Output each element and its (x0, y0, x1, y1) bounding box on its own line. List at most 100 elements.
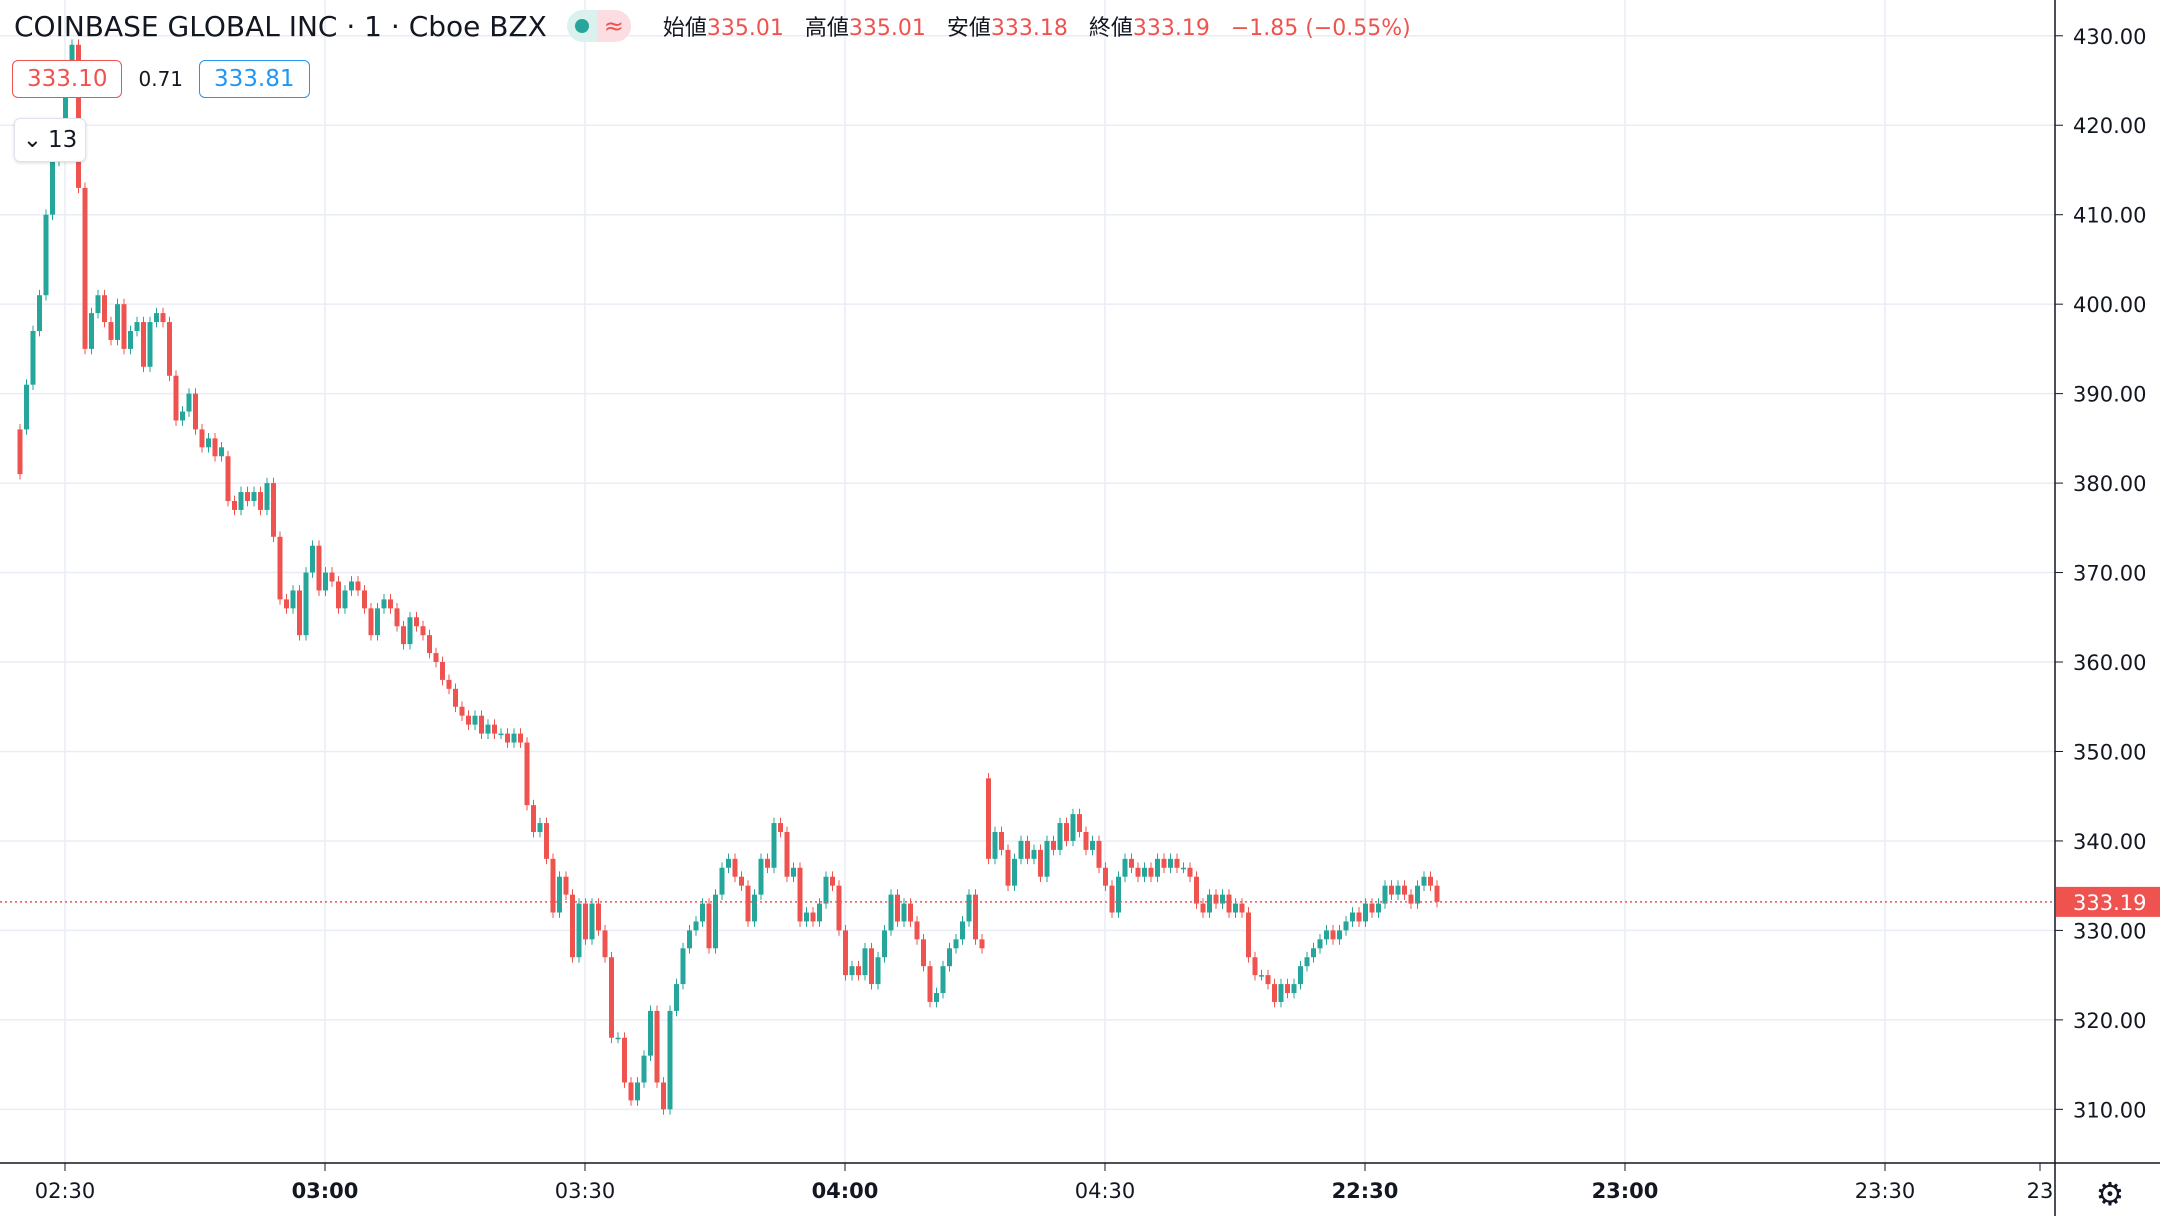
candle-body (1369, 903, 1375, 913)
candle-body (1226, 894, 1232, 913)
price-tick-label: 390.00 (2073, 383, 2146, 407)
last-price-label: 333.19 (2073, 891, 2146, 915)
candle-body (739, 876, 744, 886)
candle-body (89, 313, 94, 349)
candle-body (1109, 885, 1115, 913)
candle-body (310, 545, 315, 573)
candle-body (531, 805, 536, 832)
candle-body (1005, 849, 1011, 886)
indicator-count: 13 (48, 127, 78, 153)
candle-body (1285, 984, 1290, 994)
candle-body (661, 1082, 666, 1110)
candle-body (934, 993, 939, 1002)
candle-body (1103, 867, 1108, 886)
candle-body (1259, 975, 1264, 977)
candle-body (1012, 858, 1017, 886)
change-value: −1.85 (−0.55%) (1230, 16, 1411, 41)
candle-body (1402, 885, 1407, 895)
candle-body (303, 572, 309, 636)
candle-body (1096, 840, 1102, 868)
collapse-indicators-button[interactable]: ⌄ 13 (14, 118, 86, 162)
high-value: 335.01 (848, 16, 926, 41)
candle-body (427, 635, 432, 654)
candle-body (570, 894, 575, 958)
candle-body (147, 322, 153, 367)
legend-header: COINBASE GLOBAL INC · 1 · Cboe BZX ≈ 始値3… (14, 6, 1425, 46)
spread-value: 0.71 (138, 67, 184, 91)
candle-body (1363, 903, 1368, 922)
sell-button[interactable]: 333.10 (12, 60, 123, 98)
candle-body (713, 894, 718, 949)
candle-body (947, 948, 952, 967)
low-label: 安値 (946, 16, 991, 41)
candle-body (108, 322, 114, 340)
time-tick-label: 23:30 (1855, 1179, 1916, 1203)
candle-body (544, 823, 549, 859)
time-tick-label: 04:30 (1075, 1179, 1136, 1203)
candle-body (680, 948, 686, 985)
low-value: 333.18 (990, 16, 1068, 41)
chevron-down-icon: ⌄ (22, 127, 42, 153)
candle-body (648, 1010, 653, 1056)
candle-body (973, 894, 978, 940)
candle-body (349, 581, 354, 591)
close-value: 333.19 (1132, 16, 1210, 41)
candle-body (485, 724, 491, 734)
candle-body (180, 411, 185, 421)
status-pill[interactable]: ≈ (566, 10, 631, 42)
candle-body (238, 492, 244, 510)
candle-body (1395, 885, 1401, 895)
candle-body (154, 313, 159, 323)
candle-body (596, 903, 601, 931)
candle-body (524, 742, 530, 806)
candle-body (654, 1010, 660, 1083)
candle-body (24, 384, 29, 430)
candle-body (1083, 831, 1089, 850)
candle-body (1428, 876, 1433, 886)
candle-body (329, 572, 335, 582)
candle-body (394, 608, 400, 627)
candle-body (856, 966, 861, 976)
symbol-title: COINBASE GLOBAL INC · 1 · Cboe BZX (14, 9, 547, 43)
buy-button[interactable]: 333.81 (199, 60, 310, 98)
candle-body (778, 823, 783, 832)
candle-body (758, 858, 764, 895)
candle-body (589, 903, 595, 940)
candle-body (557, 876, 562, 913)
time-tick-label: 23 (2027, 1179, 2054, 1203)
candle-body (1207, 894, 1212, 913)
candle-body (95, 295, 101, 314)
candle-body (459, 706, 465, 716)
candle-body (63, 80, 68, 126)
candle-body (284, 599, 289, 609)
candle-body (401, 626, 406, 645)
time-tick-label: 04:00 (812, 1179, 879, 1203)
candle-body (823, 876, 829, 904)
candle-body (453, 688, 458, 707)
candle-body (901, 903, 907, 922)
candle-body (752, 894, 757, 922)
candle-body (700, 903, 705, 922)
candle-body (160, 313, 166, 323)
candle-body (206, 438, 211, 448)
candle-body (368, 608, 374, 636)
candle-body (271, 483, 276, 537)
candle-body (420, 626, 426, 636)
time-tick-label: 02:30 (35, 1179, 96, 1203)
candle-body (440, 662, 445, 680)
candle-body (1038, 849, 1043, 877)
ohlc-values: 始値335.01 高値335.01 安値333.18 終値333.19 −1.8… (663, 10, 1425, 42)
candle-body (888, 894, 894, 931)
gear-icon[interactable]: ⚙ (2095, 1175, 2125, 1213)
candle-body (667, 1010, 673, 1110)
candle-body (17, 429, 23, 475)
time-tick-label: 23:00 (1592, 1179, 1659, 1203)
price-tick-label: 380.00 (2073, 472, 2146, 496)
high-label: 高値 (804, 16, 849, 41)
candle-body (375, 608, 380, 636)
candle-body (1421, 876, 1427, 886)
candle-body (316, 545, 322, 591)
candle-body (1181, 867, 1186, 870)
